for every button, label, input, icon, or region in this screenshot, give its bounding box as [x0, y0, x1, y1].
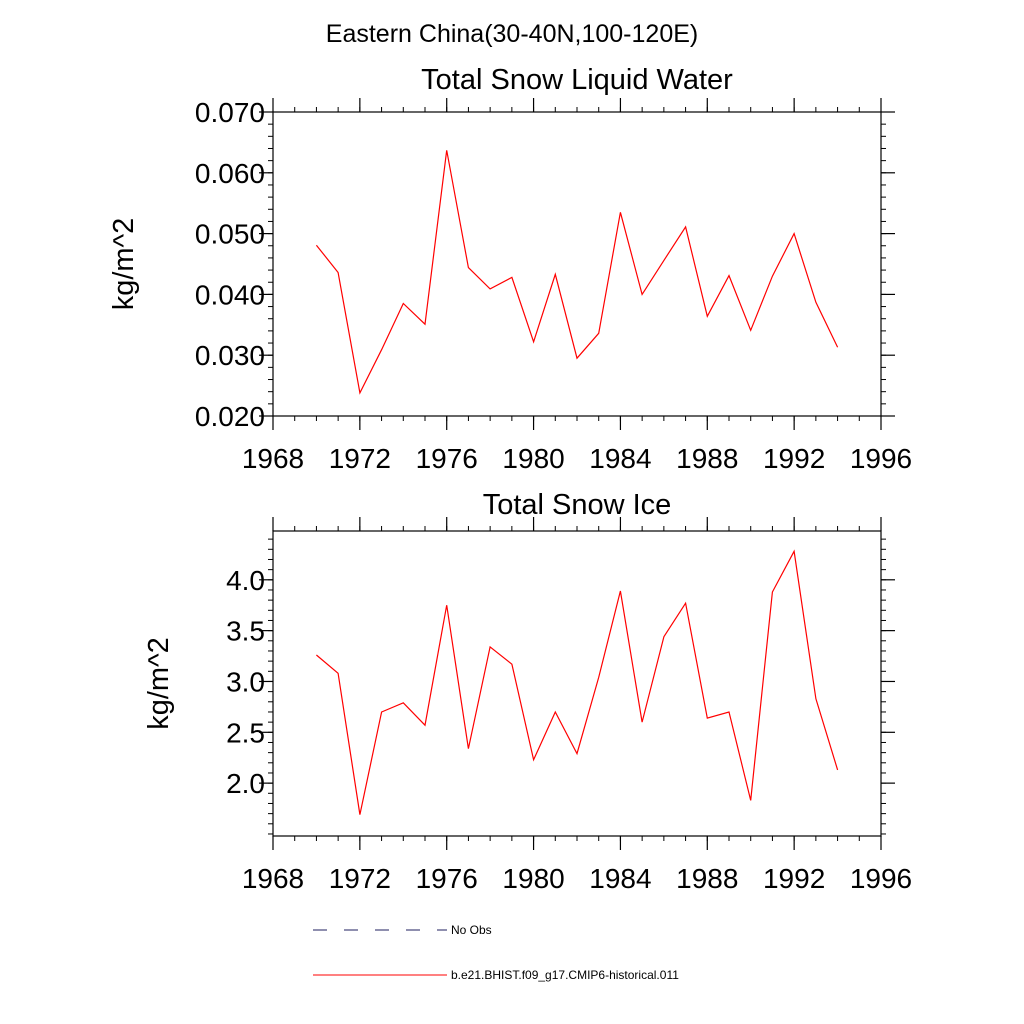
- x-tick-label: 1968: [242, 863, 304, 894]
- x-tick-label: 1972: [329, 863, 391, 894]
- plot-frame: [272, 111, 882, 417]
- y-axis-label: kg/m^2: [108, 218, 140, 311]
- y-tick-label: 0.020: [195, 401, 265, 432]
- y-tick-label: 2.0: [226, 768, 265, 799]
- x-tick-label: 1992: [763, 443, 825, 474]
- x-tick-label: 1968: [242, 443, 304, 474]
- y-tick-label: 3.5: [226, 616, 265, 647]
- x-tick-label: 1980: [502, 443, 564, 474]
- x-tick-label: 1992: [763, 863, 825, 894]
- y-tick-label: 0.030: [195, 340, 265, 371]
- x-tick-label: 1976: [416, 863, 478, 894]
- y-tick-label: 2.5: [226, 717, 265, 748]
- x-tick-label: 1984: [589, 863, 651, 894]
- panel-title: Total Snow Ice: [483, 489, 672, 521]
- panel-title: Total Snow Liquid Water: [421, 64, 733, 96]
- y-axis-label: kg/m^2: [143, 637, 175, 730]
- x-tick-label: 1988: [676, 863, 738, 894]
- series-line: [315, 150, 839, 395]
- legend-label-2: b.e21.BHIST.f09_g17.CMIP6-historical.011: [451, 968, 679, 982]
- x-tick-label: 1984: [589, 443, 651, 474]
- y-tick-label: 0.070: [195, 97, 265, 128]
- legend: No Obs b.e21.BHIST.f09_g17.CMIP6-historic…: [313, 923, 679, 982]
- x-tick-label: 1988: [676, 443, 738, 474]
- x-tick-label: 1972: [329, 443, 391, 474]
- y-tick-label: 0.050: [195, 219, 265, 250]
- figure-title: Eastern China(30-40N,100-120E): [326, 20, 698, 48]
- plot-frame: [272, 530, 882, 837]
- series-line: [316, 549, 839, 815]
- chart-panel-1: Total Snow Liquid Water 1968 1972 1976 1980 1…: [108, 64, 912, 474]
- x-tick-label: 1976: [416, 443, 478, 474]
- x-tick-label: 1996: [850, 443, 912, 474]
- chart-panel-2: Total Snow Ice 1968 1972 1976 1980 1984 1988 19…: [143, 489, 912, 894]
- y-tick-label: 3.0: [226, 666, 265, 697]
- legend-label-1: No Obs: [451, 923, 492, 937]
- x-tick-label: 1980: [502, 863, 564, 894]
- y-tick-label: 0.040: [195, 279, 265, 310]
- y-tick-label: 0.060: [195, 158, 265, 189]
- y-tick-label: 4.0: [226, 565, 265, 596]
- x-tick-label: 1996: [850, 863, 912, 894]
